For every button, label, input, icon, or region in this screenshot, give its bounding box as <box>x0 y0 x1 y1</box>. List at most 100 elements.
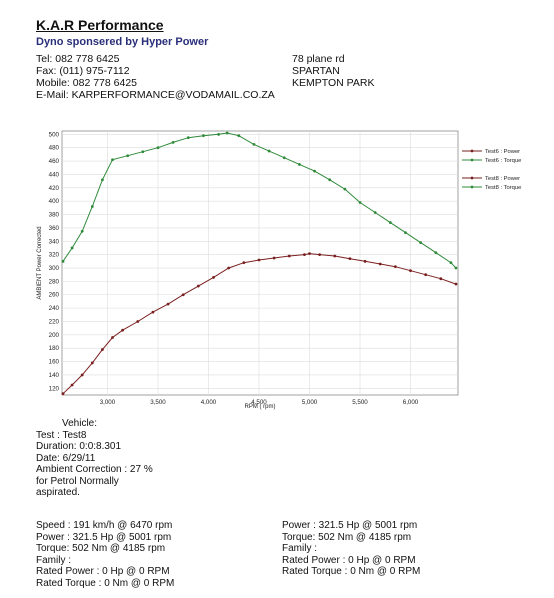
data-point <box>267 149 271 153</box>
y-tick-label: 280 <box>49 278 60 285</box>
data-point <box>186 136 190 140</box>
legend-label: Test8 : Torque <box>485 185 521 191</box>
legend-marker <box>470 158 474 162</box>
data-point <box>409 269 412 273</box>
y-tick-label: 160 <box>49 359 60 366</box>
y-tick-label: 300 <box>49 265 60 272</box>
data-point <box>393 265 397 269</box>
grid-lines <box>62 131 458 395</box>
data-point <box>434 251 438 255</box>
data-point <box>80 229 84 233</box>
result-line: Rated Power : 0 Hp @ 0 RPM <box>282 554 416 566</box>
data-point <box>141 150 145 154</box>
x-tick-label: 4,000 <box>201 399 217 406</box>
y-tick-label: 200 <box>49 332 60 339</box>
data-point <box>348 257 352 261</box>
data-point <box>90 205 94 208</box>
y-tick-label: 480 <box>49 145 60 152</box>
data-point <box>313 169 316 173</box>
data-point <box>181 293 185 297</box>
data-point <box>80 373 84 377</box>
series-lines <box>61 131 458 396</box>
data-point <box>333 254 337 258</box>
data-point <box>303 253 306 257</box>
result-line: Speed : 191 km/h @ 6470 rpm <box>36 520 173 531</box>
result-line: Rated Torque : 0 Nm @ 0 RPM <box>282 566 421 577</box>
data-point <box>166 302 170 306</box>
series-line <box>62 132 457 269</box>
x-tick-label: 5,500 <box>352 399 368 406</box>
y-tick-label: 380 <box>49 212 60 219</box>
data-point <box>136 320 140 323</box>
data-point <box>419 241 423 245</box>
data-point <box>373 211 377 214</box>
series-line <box>62 253 457 395</box>
x-tick-label: 3,500 <box>150 399 166 406</box>
results-left: Speed : 191 km/h @ 6470 rpm Power : 321.… <box>36 520 174 589</box>
legend-label: Test6 : Torque <box>485 158 521 164</box>
result-line: Family : <box>36 554 71 566</box>
data-point <box>454 266 458 270</box>
contact-fax: Fax: (011) 975-7112 <box>36 65 130 77</box>
data-point <box>257 258 261 262</box>
y-tick-label: 440 <box>49 171 60 178</box>
data-point <box>70 383 74 387</box>
data-point <box>90 361 94 365</box>
sponsor-subtitle: Dyno sponsered by Hyper Power <box>36 36 209 48</box>
data-point <box>272 256 276 260</box>
x-tick-label: 6,000 <box>403 399 419 406</box>
result-line: Torque: 502 Nm @ 4185 rpm <box>36 543 166 554</box>
dyno-chart: 120 140 160 180 200 220 240 260 280 300 320 340 360 3… <box>30 125 540 420</box>
results-right: Power : 321.5 Hp @ 5001 rpm Torque: 502 … <box>282 520 420 578</box>
data-point <box>202 134 205 138</box>
y-tick-label: 140 <box>49 372 60 379</box>
legend: Test6 : Power Test6 : Torque Test8 : Power… <box>462 149 521 191</box>
data-point <box>70 246 74 250</box>
data-point <box>111 336 114 339</box>
address-line: 78 plane rd <box>292 53 345 65</box>
result-line: Rated Power : 0 Hp @ 0 RPM <box>36 566 170 577</box>
dyno-chart-svg: 120 140 160 180 200 220 240 260 280 300 320 340 360 3… <box>37 130 521 410</box>
data-point <box>363 259 367 263</box>
legend-label: Test6 : Power <box>485 149 520 155</box>
y-tick-label: 400 <box>49 198 60 205</box>
data-point <box>101 348 104 351</box>
y-axis-label: AMBIENT Power Corrected <box>37 226 43 299</box>
legend-marker <box>470 149 474 153</box>
address-line: KEMPTON PARK <box>292 77 375 89</box>
data-point <box>287 254 291 258</box>
result-line: Rated Torque : 0 Nm @ 0 RPM <box>36 577 175 589</box>
data-point <box>212 275 215 279</box>
data-point <box>318 253 322 257</box>
data-point <box>171 140 175 144</box>
data-point <box>439 277 443 281</box>
address-block: 78 plane rd SPARTAN KEMPTON PARK <box>292 53 374 89</box>
data-point <box>126 154 130 158</box>
data-point <box>449 261 453 265</box>
y-tick-label: 360 <box>49 225 60 232</box>
run-info-line: Date: 6/29/11 <box>36 452 96 464</box>
company-title: K.A.R Performance <box>36 17 164 33</box>
y-tick-label: 500 <box>49 131 60 138</box>
x-axis-label: RPM ( rpm) <box>245 404 276 410</box>
run-info: Vehicle: Test : Test8 Duration: 0:0:8.30… <box>36 418 153 499</box>
data-point <box>328 178 332 182</box>
address-line: SPARTAN <box>292 65 340 77</box>
data-point <box>196 284 200 288</box>
data-point <box>424 273 428 277</box>
y-tick-label: 260 <box>49 292 60 299</box>
contact-block: Tel: 082 778 6425 Fax: (011) 975-7112 Mo… <box>36 53 275 101</box>
data-point <box>454 282 458 286</box>
data-point <box>227 266 231 270</box>
data-point <box>217 132 220 136</box>
data-point <box>308 252 311 256</box>
data-point <box>358 201 362 204</box>
chart-frame <box>61 130 459 396</box>
contact-tel: Tel: 082 778 6425 <box>36 53 120 65</box>
y-tick-label: 220 <box>49 318 60 325</box>
run-info-line: Duration: 0:0:8.301 <box>36 441 122 452</box>
contact-mobile: Mobile: 082 778 6425 <box>36 77 137 89</box>
y-tick-label: 120 <box>49 385 60 392</box>
legend-label: Test8 : Power <box>485 176 520 182</box>
run-info-line: Ambient Correction : 27 % <box>36 464 153 475</box>
